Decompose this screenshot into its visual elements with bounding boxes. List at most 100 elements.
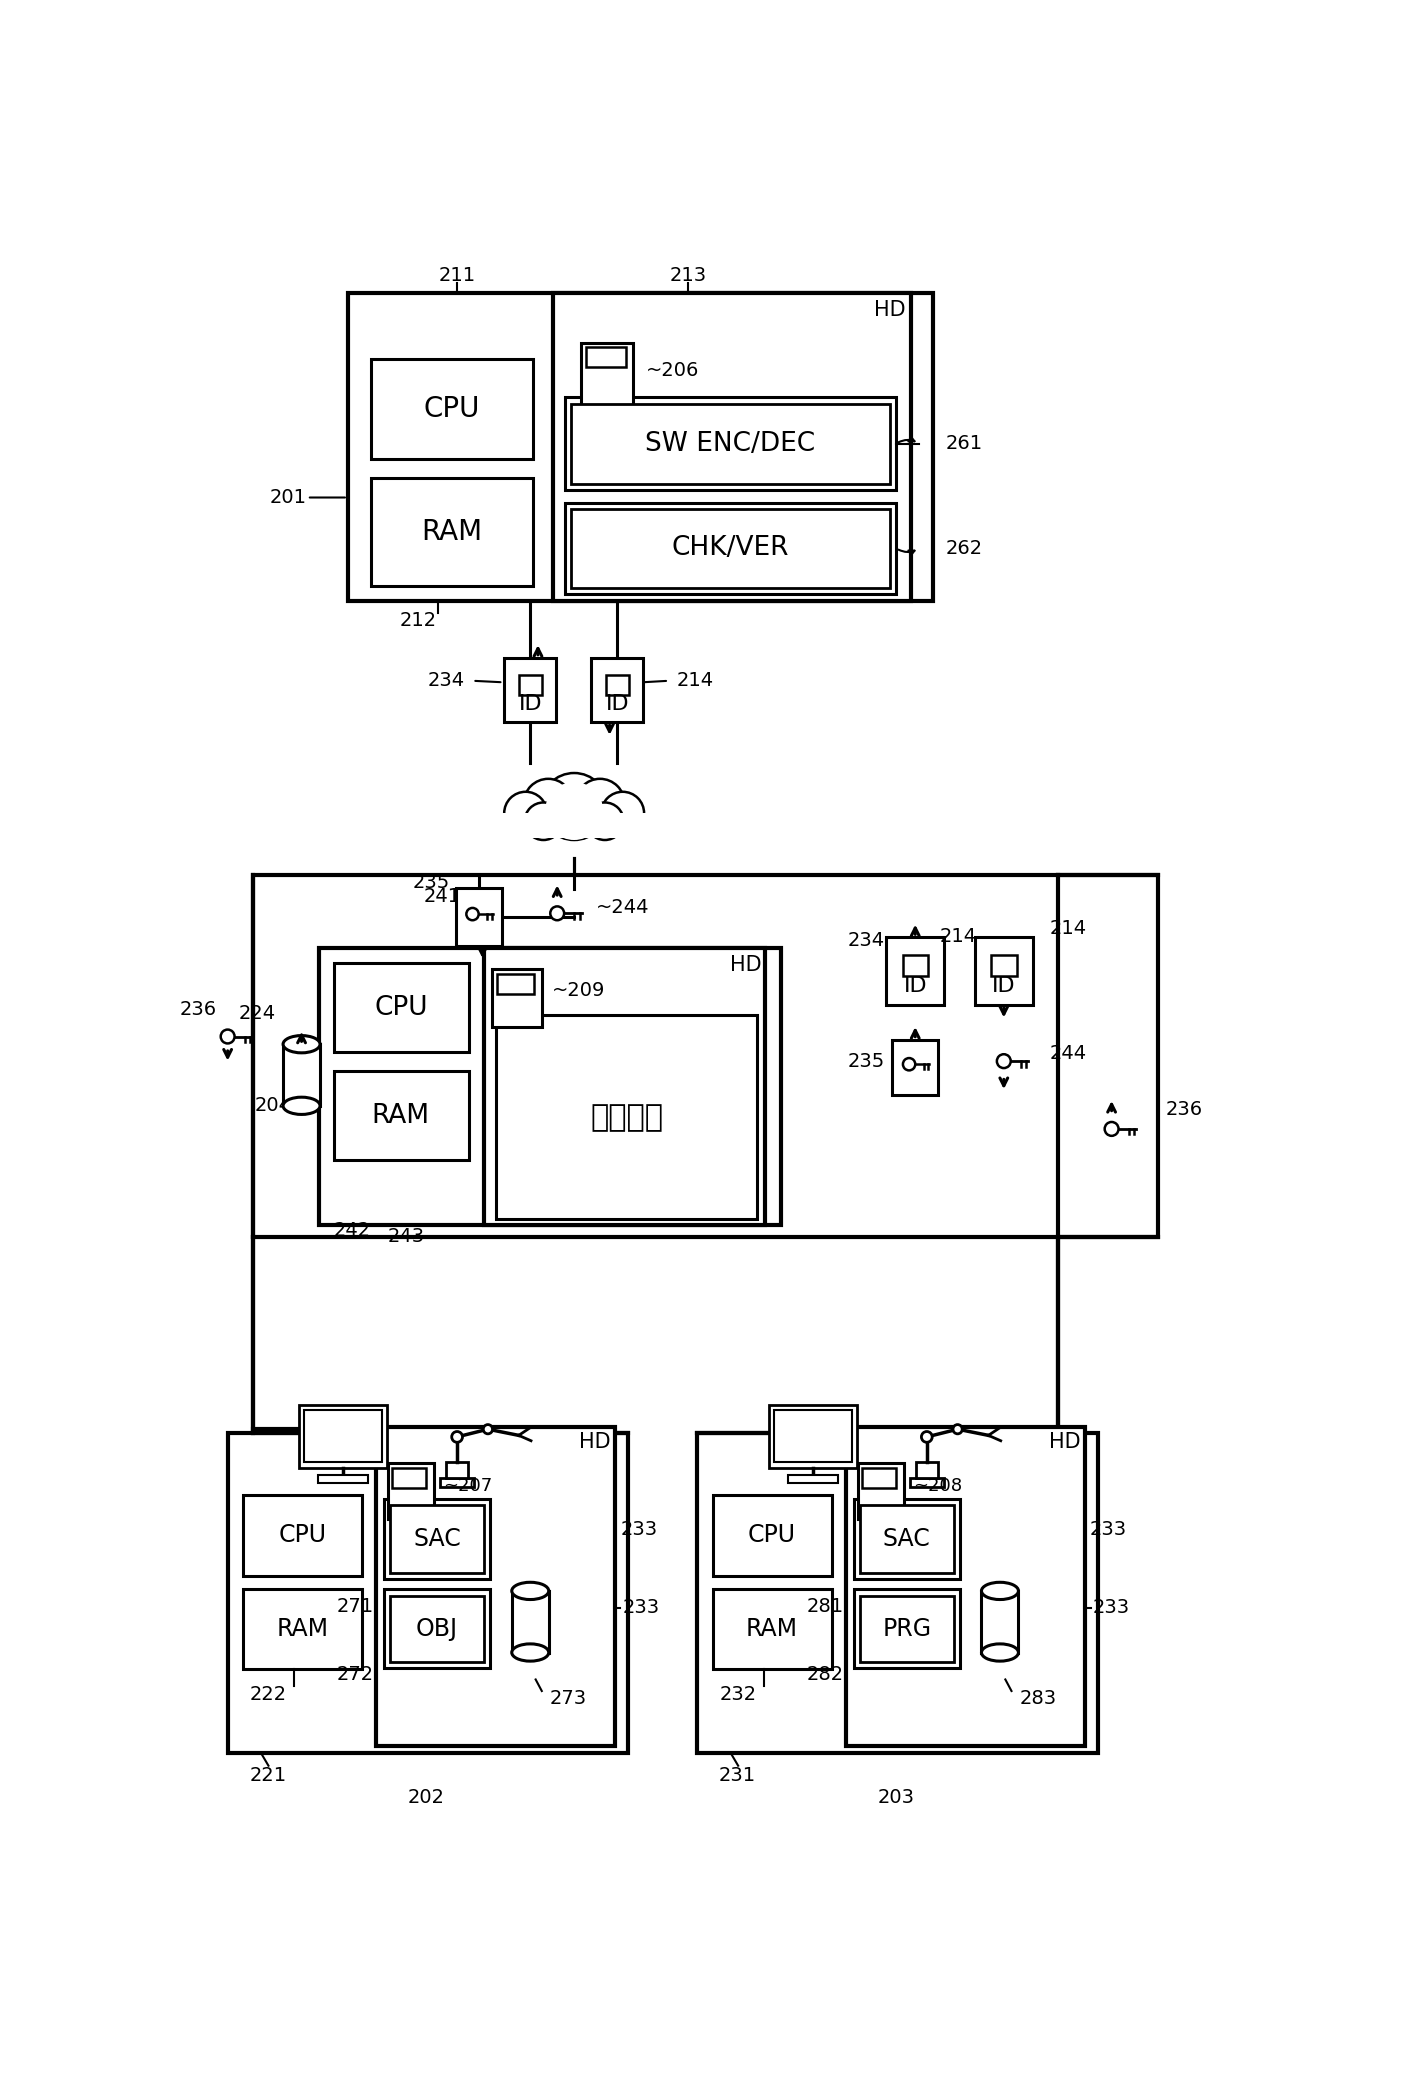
Bar — [392, 1467, 426, 1488]
Bar — [713, 1589, 832, 1669]
Bar — [384, 1499, 490, 1578]
Text: ~244: ~244 — [595, 898, 649, 917]
Circle shape — [540, 772, 608, 840]
Text: SW ENC/DEC: SW ENC/DEC — [645, 430, 816, 458]
Text: ~207: ~207 — [443, 1478, 492, 1494]
Bar — [253, 875, 1158, 1236]
Circle shape — [504, 791, 547, 835]
Bar — [564, 504, 896, 594]
Bar — [512, 1591, 549, 1652]
Circle shape — [586, 802, 624, 840]
Circle shape — [523, 779, 573, 827]
Bar — [319, 949, 780, 1226]
Text: 241: 241 — [423, 888, 461, 907]
Text: 211: 211 — [439, 267, 476, 285]
Text: CHK/VER: CHK/VER — [672, 535, 789, 560]
Text: RAM: RAM — [373, 1102, 430, 1129]
Circle shape — [550, 907, 564, 919]
Bar — [991, 955, 1016, 976]
Bar — [553, 294, 912, 602]
Bar — [388, 1463, 435, 1518]
Circle shape — [545, 783, 602, 840]
Bar — [581, 342, 634, 405]
Circle shape — [484, 1425, 492, 1434]
Bar — [504, 657, 556, 722]
Bar — [497, 812, 650, 838]
Text: 201: 201 — [270, 487, 308, 508]
Bar — [305, 1411, 382, 1463]
Text: 221: 221 — [250, 1765, 286, 1786]
Bar — [916, 1463, 937, 1478]
Text: OBJ: OBJ — [416, 1616, 459, 1641]
Bar — [243, 1494, 363, 1576]
Bar — [854, 1499, 959, 1578]
Text: CPU: CPU — [278, 1524, 326, 1547]
Bar — [605, 676, 629, 695]
Text: 271: 271 — [337, 1597, 374, 1616]
Bar — [858, 1463, 903, 1518]
Text: 236: 236 — [1165, 1100, 1202, 1119]
Text: ID: ID — [992, 976, 1016, 995]
Bar — [492, 970, 542, 1026]
Text: CPU: CPU — [748, 1524, 796, 1547]
Bar — [484, 949, 765, 1226]
Text: 213: 213 — [670, 267, 707, 285]
Text: ~208: ~208 — [913, 1478, 962, 1494]
Text: 242: 242 — [334, 1222, 371, 1241]
Text: RAM: RAM — [746, 1618, 799, 1641]
Bar — [586, 346, 625, 367]
Bar — [389, 1505, 484, 1572]
Bar — [299, 1404, 388, 1467]
Text: RAM: RAM — [420, 518, 483, 546]
Bar — [243, 1589, 363, 1669]
Text: PRG: PRG — [882, 1616, 931, 1641]
Text: ~209: ~209 — [552, 980, 605, 999]
Circle shape — [921, 1432, 933, 1442]
Text: 262: 262 — [945, 539, 983, 558]
Text: 214: 214 — [1050, 919, 1086, 938]
Bar — [910, 1478, 944, 1486]
Bar — [284, 1043, 320, 1106]
Bar — [862, 1467, 896, 1488]
Text: CPU: CPU — [374, 995, 428, 1020]
Text: 233: 233 — [1091, 1520, 1127, 1539]
Bar — [347, 294, 933, 602]
Circle shape — [998, 1054, 1010, 1068]
Text: HD: HD — [579, 1432, 611, 1453]
Bar — [591, 657, 643, 722]
Bar — [377, 1427, 615, 1746]
Bar — [227, 1434, 628, 1753]
Text: 224: 224 — [238, 1003, 277, 1022]
Text: 203: 203 — [878, 1788, 914, 1807]
Text: 243: 243 — [388, 1228, 425, 1247]
Text: HD: HD — [729, 955, 762, 974]
Ellipse shape — [982, 1583, 1019, 1599]
Text: ID: ID — [605, 695, 629, 714]
Bar — [697, 1434, 1098, 1753]
Text: HD: HD — [1048, 1432, 1081, 1453]
Text: 235: 235 — [412, 873, 449, 892]
Bar — [384, 1589, 490, 1669]
Text: 281: 281 — [807, 1597, 844, 1616]
Text: 214: 214 — [676, 672, 714, 691]
Text: 214: 214 — [940, 928, 976, 947]
Text: HD: HD — [873, 300, 906, 321]
Text: 令牌服务: 令牌服务 — [590, 1102, 663, 1131]
Text: 283: 283 — [1019, 1690, 1057, 1709]
Bar — [571, 403, 890, 483]
Text: 235: 235 — [847, 1052, 885, 1070]
Circle shape — [952, 1425, 962, 1434]
Text: 282: 282 — [807, 1665, 844, 1683]
Text: SAC: SAC — [413, 1528, 461, 1551]
Text: ID: ID — [903, 976, 927, 995]
Text: 233: 233 — [621, 1520, 658, 1539]
Bar — [571, 510, 890, 588]
Bar — [769, 1404, 856, 1467]
Bar — [371, 479, 532, 586]
Bar — [982, 1591, 1019, 1652]
Bar — [497, 974, 535, 993]
Text: 233: 233 — [622, 1597, 660, 1618]
Bar — [456, 888, 502, 947]
Text: 233: 233 — [1094, 1597, 1130, 1618]
Text: SAC: SAC — [883, 1528, 931, 1551]
